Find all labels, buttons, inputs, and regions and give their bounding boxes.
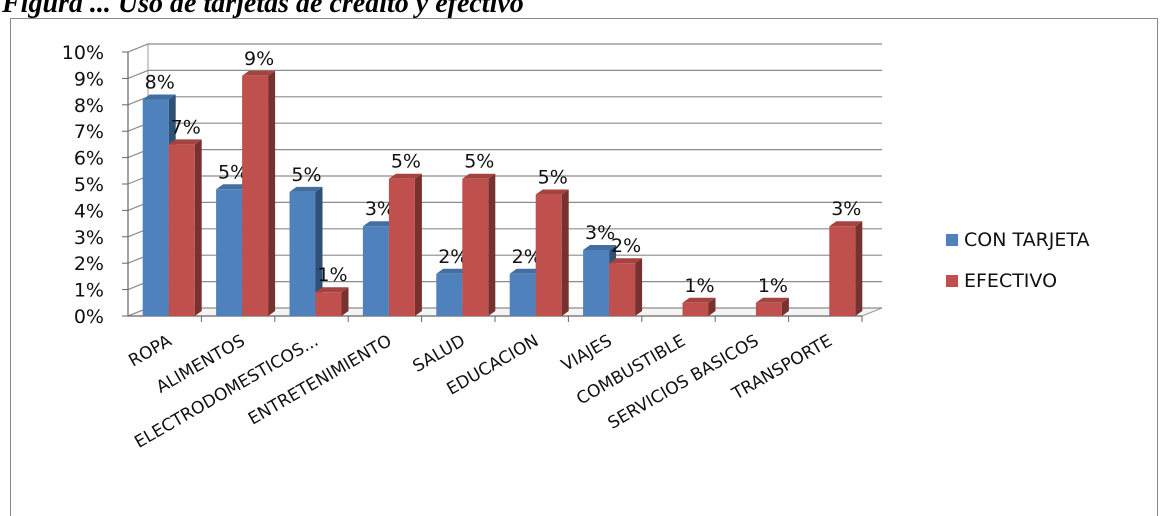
bar <box>315 292 342 316</box>
data-label: 2% <box>611 235 641 257</box>
y-tick-label: 4% <box>74 200 104 222</box>
category-label: VIAJES <box>558 331 615 376</box>
y-tick-label: 10% <box>62 42 104 64</box>
data-label: 5% <box>291 164 321 186</box>
bar <box>242 75 269 316</box>
data-label: 5% <box>538 167 568 189</box>
bar-side <box>781 297 789 316</box>
bar <box>168 144 195 316</box>
bar-top <box>535 189 569 195</box>
bar <box>462 178 489 316</box>
bar-top <box>142 94 176 100</box>
legend-label: EFECTIVO <box>964 270 1057 292</box>
bar-side <box>561 189 569 316</box>
data-label: 5% <box>391 151 421 173</box>
bar <box>829 226 856 316</box>
bar-side <box>341 287 349 316</box>
bar <box>755 302 782 316</box>
bar <box>535 194 562 316</box>
bar-top <box>289 186 323 192</box>
bar <box>289 191 316 316</box>
bar-top <box>362 221 396 227</box>
bar-top <box>509 268 543 274</box>
figure-caption: Figura ... Uso de tarjetas de crédito y … <box>2 0 524 19</box>
data-label: 8% <box>145 72 175 94</box>
bar-top <box>242 70 276 76</box>
bar-side <box>315 186 323 316</box>
category-label: ROPA <box>125 331 175 371</box>
bar <box>436 273 463 316</box>
bar <box>142 99 169 317</box>
bar <box>388 178 415 316</box>
bar-side <box>488 173 496 316</box>
bar <box>682 302 709 316</box>
gridline-side <box>127 69 149 79</box>
bar-side <box>708 297 716 316</box>
data-label: 2% <box>512 246 542 268</box>
bar-top <box>462 173 496 179</box>
y-tick-label: 1% <box>74 280 104 302</box>
bar-top <box>682 297 716 303</box>
bar <box>609 263 636 316</box>
data-label: 3% <box>831 198 861 220</box>
data-label: 1% <box>317 264 347 286</box>
bar-top <box>168 139 202 145</box>
bar-side <box>268 70 276 316</box>
caption-strip: Figura ... Uso de tarjetas de crédito y … <box>0 0 1172 26</box>
bar <box>509 273 536 316</box>
data-label: 3% <box>585 222 615 244</box>
data-label: 1% <box>758 275 788 297</box>
category-label: SALUD <box>410 331 469 377</box>
bar <box>362 226 389 316</box>
bar-top <box>609 258 643 264</box>
data-label: 9% <box>244 48 274 70</box>
bar-top <box>755 297 789 303</box>
data-label: 3% <box>365 198 395 220</box>
data-label: 2% <box>438 246 468 268</box>
data-label: 5% <box>218 161 248 183</box>
y-tick-label: 9% <box>74 68 104 90</box>
y-tick-label: 7% <box>74 121 104 143</box>
y-tick-label: 0% <box>74 306 104 328</box>
legend-label: CON TARJETA <box>964 229 1090 251</box>
data-label: 5% <box>464 151 494 173</box>
data-label: 1% <box>684 275 714 297</box>
bar-side <box>635 258 643 316</box>
y-tick-label: 6% <box>74 148 104 170</box>
y-tick-label: 3% <box>74 227 104 249</box>
bar-side <box>414 173 422 316</box>
bar-top <box>583 245 617 250</box>
bar <box>216 189 243 316</box>
y-tick-label: 2% <box>74 253 104 275</box>
y-tick-label: 5% <box>74 174 104 196</box>
gridline-side <box>127 43 149 53</box>
legend-swatch <box>946 275 958 287</box>
data-label: 7% <box>171 116 201 138</box>
bar-top <box>315 287 349 293</box>
bar-top <box>388 173 422 179</box>
bar-top <box>436 268 470 274</box>
bar-top <box>829 221 863 227</box>
y-tick-label: 8% <box>74 95 104 117</box>
bar-side <box>194 139 202 316</box>
bar-side <box>855 221 863 316</box>
bar-top <box>216 184 250 190</box>
bar <box>583 250 610 316</box>
legend-swatch <box>946 234 958 246</box>
